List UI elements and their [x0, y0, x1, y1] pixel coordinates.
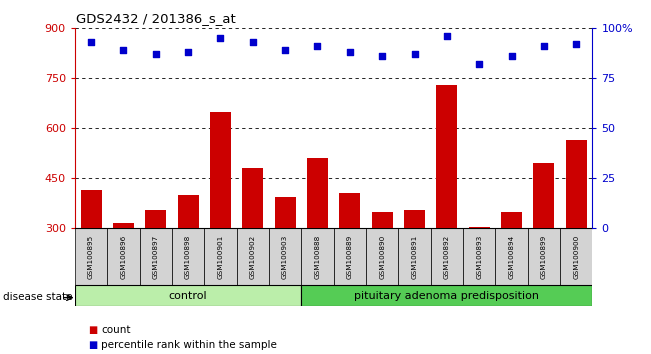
Text: GSM100893: GSM100893	[476, 235, 482, 279]
Text: GSM100903: GSM100903	[282, 235, 288, 279]
Bar	[431, 228, 463, 285]
Bar	[145, 210, 166, 228]
Bar	[463, 228, 495, 285]
Bar	[495, 228, 528, 285]
Point	[344, 50, 355, 55]
Text: GDS2432 / 201386_s_at: GDS2432 / 201386_s_at	[76, 12, 236, 25]
Bar	[113, 223, 134, 228]
Point	[441, 34, 452, 39]
Bar	[398, 228, 431, 285]
Text: ■: ■	[88, 325, 97, 335]
Text: GSM100894: GSM100894	[508, 235, 514, 279]
Point	[86, 40, 96, 45]
Text: GSM100902: GSM100902	[250, 235, 256, 279]
Text: ■: ■	[88, 340, 97, 350]
Text: pituitary adenoma predisposition: pituitary adenoma predisposition	[354, 291, 539, 301]
Bar	[404, 210, 425, 228]
Text: count: count	[101, 325, 130, 335]
Bar	[301, 228, 333, 285]
Point	[474, 62, 484, 67]
Bar	[566, 140, 587, 228]
Point	[247, 40, 258, 45]
Bar	[301, 285, 592, 306]
Bar	[210, 112, 231, 228]
Bar	[333, 228, 366, 285]
Point	[183, 50, 193, 55]
Text: GSM100888: GSM100888	[314, 235, 320, 279]
Bar	[242, 169, 263, 228]
Bar	[469, 227, 490, 228]
Bar	[307, 158, 328, 228]
Bar	[339, 193, 360, 228]
Point	[506, 53, 517, 59]
Point	[409, 51, 420, 57]
Text: GSM100896: GSM100896	[120, 235, 126, 279]
Point	[377, 53, 387, 59]
Text: percentile rank within the sample: percentile rank within the sample	[101, 340, 277, 350]
Bar	[107, 228, 139, 285]
Bar	[178, 195, 199, 228]
Bar	[75, 228, 107, 285]
Bar	[501, 212, 522, 228]
Bar	[528, 228, 560, 285]
Text: GSM100891: GSM100891	[411, 235, 417, 279]
Bar	[81, 190, 102, 228]
Text: GSM100892: GSM100892	[444, 235, 450, 279]
Point	[280, 47, 290, 53]
Point	[215, 35, 226, 41]
Bar	[560, 228, 592, 285]
Bar	[172, 228, 204, 285]
Bar	[139, 228, 172, 285]
Text: GSM100899: GSM100899	[541, 235, 547, 279]
Bar	[533, 163, 555, 228]
Point	[150, 51, 161, 57]
Bar	[275, 197, 296, 228]
Bar	[436, 85, 458, 228]
Text: GSM100901: GSM100901	[217, 235, 223, 279]
Bar	[236, 228, 269, 285]
Text: GSM100890: GSM100890	[379, 235, 385, 279]
Point	[538, 44, 549, 49]
Text: GSM100898: GSM100898	[185, 235, 191, 279]
Bar	[75, 285, 301, 306]
Text: GSM100889: GSM100889	[347, 235, 353, 279]
Bar	[204, 228, 236, 285]
Text: disease state: disease state	[3, 292, 73, 302]
Bar	[372, 212, 393, 228]
Text: control: control	[169, 291, 208, 301]
Text: GSM100900: GSM100900	[574, 235, 579, 279]
Bar	[366, 228, 398, 285]
Text: GSM100897: GSM100897	[153, 235, 159, 279]
Text: GSM100895: GSM100895	[88, 235, 94, 279]
Bar	[269, 228, 301, 285]
Point	[118, 47, 129, 53]
Point	[312, 44, 323, 49]
Point	[571, 41, 581, 47]
